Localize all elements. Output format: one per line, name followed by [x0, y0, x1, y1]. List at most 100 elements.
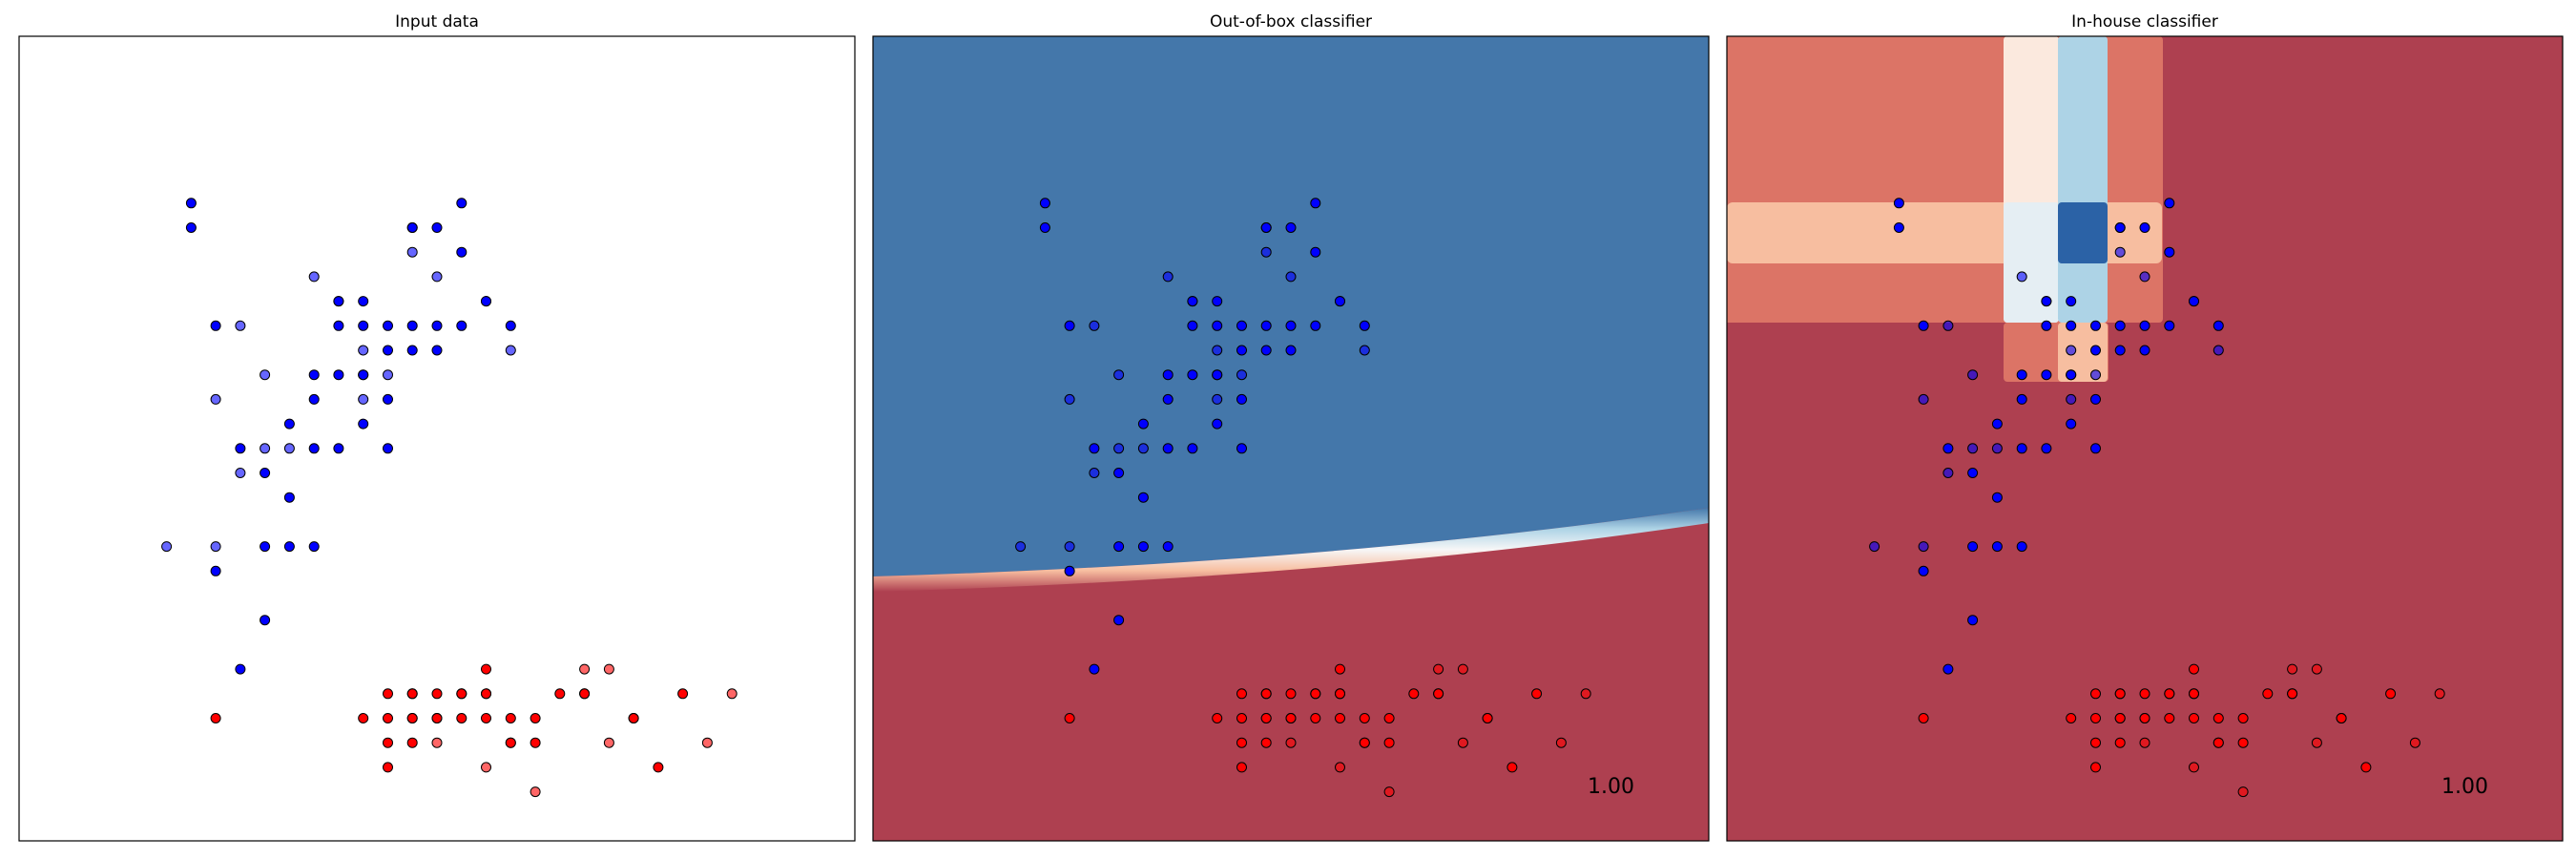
red-train-point [1236, 762, 1247, 773]
blue-train-point [1162, 369, 1174, 381]
red-test-point [2311, 663, 2322, 675]
blue-test-point [2114, 222, 2126, 233]
blue-train-point [456, 320, 467, 331]
blue-test-point [431, 271, 443, 283]
red-test-point [2311, 737, 2322, 748]
blue-test-point [1064, 393, 1075, 405]
red-train-point [1310, 713, 1321, 723]
blue-train-point [2090, 443, 2101, 454]
blue-train-point [1187, 369, 1198, 381]
blue-test-point [406, 246, 418, 258]
red-test-point [2139, 713, 2150, 723]
blue-test-point [260, 369, 271, 381]
plot-frame [18, 35, 856, 842]
red-train-point [2360, 762, 2372, 773]
blue-test-point [1967, 369, 1979, 381]
blue-test-point [210, 541, 221, 553]
score-label: 1.00 [1588, 775, 1634, 799]
blue-test-point [2066, 369, 2077, 381]
red-test-point [2434, 688, 2445, 700]
blue-train-point [2016, 393, 2027, 405]
blue-train-point [260, 615, 271, 626]
blue-test-point [1918, 393, 1929, 405]
blue-test-point [2066, 345, 2077, 356]
red-test-point [1285, 713, 1297, 723]
blue-train-point [210, 320, 221, 331]
blue-train-point [1039, 198, 1050, 209]
blue-train-point [1212, 320, 1223, 331]
blue-test-point [235, 320, 246, 331]
blue-train-point [1212, 418, 1223, 430]
blue-train-point [185, 198, 197, 209]
blue-test-point [210, 393, 221, 405]
red-test-point [1482, 713, 1493, 723]
red-test-point [1433, 663, 1444, 675]
blue-train-point [2041, 320, 2052, 331]
blue-train-point [2066, 296, 2077, 307]
blue-test-point [1285, 271, 1297, 283]
blue-train-point [2090, 345, 2101, 356]
blue-train-point [2114, 345, 2126, 356]
red-test-point [431, 737, 443, 748]
blue-train-point [2066, 418, 2077, 430]
red-test-point [2164, 688, 2175, 700]
red-train-point [1260, 713, 1272, 723]
red-test-point [579, 688, 591, 700]
blue-train-point [283, 541, 295, 553]
blue-train-point [1359, 320, 1370, 331]
red-test-point [406, 688, 418, 700]
blue-test-point [2090, 369, 2101, 381]
blue-train-point [1113, 468, 1125, 478]
red-train-point [383, 688, 393, 700]
red-test-point [1383, 786, 1395, 798]
red-train-point [481, 713, 491, 723]
blue-train-point [406, 345, 418, 356]
blue-train-point [2041, 443, 2052, 454]
blue-test-point [383, 369, 393, 381]
blue-train-point [1137, 541, 1149, 553]
red-test-point [2237, 786, 2249, 798]
blue-train-point [1236, 393, 1247, 405]
blue-test-point [2139, 271, 2150, 283]
blue-train-point [1918, 320, 1929, 331]
blue-train-point [2066, 320, 2077, 331]
red-train-point [2090, 737, 2101, 748]
blue-test-point [2114, 246, 2126, 258]
red-test-point [2114, 688, 2126, 700]
blue-train-point [235, 663, 246, 675]
decision-surface [1727, 36, 2563, 841]
blue-train-point [1260, 345, 1272, 356]
red-train-point [406, 713, 418, 723]
blue-train-point [1137, 418, 1149, 430]
blue-train-point [1260, 320, 1272, 331]
red-train-point [2090, 713, 2101, 723]
red-test-point [2189, 688, 2199, 700]
blue-test-point [2066, 393, 2077, 405]
blue-train-point [2212, 320, 2224, 331]
blue-train-point [2016, 443, 2027, 454]
red-test-point [579, 663, 591, 675]
blue-train-point [210, 565, 221, 576]
blue-train-point [2016, 541, 2027, 553]
red-train-point [2237, 713, 2249, 723]
blue-train-point [1893, 198, 1904, 209]
blue-train-point [1918, 565, 1929, 576]
blue-train-point [1162, 541, 1174, 553]
blue-test-point [235, 468, 246, 478]
blue-train-point [1162, 393, 1174, 405]
red-test-point [431, 713, 443, 723]
blue-train-point [1039, 222, 1050, 233]
blue-train-point [358, 296, 369, 307]
red-train-point [677, 688, 689, 700]
red-test-point [2336, 713, 2347, 723]
red-test-point [1580, 688, 1591, 700]
blue-test-point [333, 296, 344, 307]
plot-frame [1726, 35, 2564, 842]
red-test-point [2287, 688, 2298, 700]
red-train-point [383, 713, 393, 723]
blue-train-point [1187, 320, 1198, 331]
red-train-point [505, 737, 516, 748]
blue-train-point [456, 246, 467, 258]
blue-test-point [1942, 320, 1954, 331]
